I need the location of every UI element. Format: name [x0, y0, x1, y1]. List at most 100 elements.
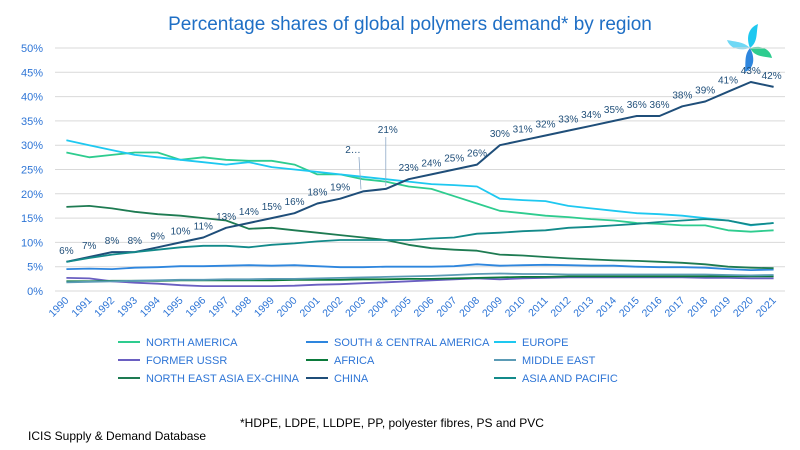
- data-label: 24%: [421, 158, 441, 169]
- x-tick-label: 2019: [708, 295, 733, 320]
- y-tick-label: 20%: [21, 189, 43, 201]
- y-tick-label: 15%: [21, 213, 43, 225]
- data-label: 23%: [399, 163, 419, 174]
- y-tick-label: 5%: [27, 262, 43, 274]
- y-tick-label: 25%: [21, 165, 43, 177]
- x-tick-label: 2007: [434, 295, 459, 320]
- x-tick-label: 2018: [685, 295, 710, 320]
- x-tick-label: 2020: [731, 295, 756, 320]
- data-label: 19%: [330, 183, 350, 194]
- x-tick-label: 2001: [297, 295, 322, 320]
- x-tick-label: 1999: [252, 295, 277, 320]
- x-axis: 1990199119921993199419951996199719981999…: [47, 295, 779, 320]
- x-tick-label: 2014: [594, 295, 619, 320]
- data-label: 25%: [444, 154, 464, 165]
- series-line-europe: [66, 139, 774, 227]
- x-tick-label: 2011: [526, 295, 551, 320]
- data-label: 2…: [345, 145, 361, 156]
- y-tick-label: 50%: [21, 43, 43, 55]
- legend: NORTH AMERICA SOUTH & CENTRAL AMERICA EURO…: [118, 337, 618, 385]
- series-line-north-america: [66, 151, 774, 233]
- series-line-former-ussr: [66, 276, 774, 288]
- x-tick-label: 1990: [47, 295, 72, 320]
- x-tick-label: 1995: [161, 295, 186, 320]
- series-line-asia-and-pacific: [66, 218, 774, 263]
- legend-entry: EUROPE: [522, 337, 568, 349]
- y-tick-label: 45%: [21, 67, 43, 79]
- data-label: 9%: [150, 231, 165, 242]
- legend-entry: CHINA: [334, 373, 369, 385]
- x-tick-label: 2010: [503, 295, 528, 320]
- data-label: 31%: [513, 124, 533, 135]
- pinwheel-logo-icon: [727, 24, 772, 72]
- x-tick-label: 1994: [138, 295, 163, 320]
- data-label: 38%: [672, 90, 692, 101]
- y-tick-label: 35%: [21, 116, 43, 128]
- footnote: *HDPE, LDPE, LLDPE, PP, polyester fibres…: [240, 416, 544, 430]
- legend-entry: ASIA AND PACIFIC: [522, 373, 618, 385]
- data-label: 14%: [239, 207, 259, 218]
- y-tick-label: 40%: [21, 92, 43, 104]
- legend-entry: FORMER USSR: [146, 355, 227, 367]
- y-axis: 0% 5% 10% 15% 20% 25% 30% 35% 40% 45% 50%: [21, 43, 43, 298]
- series-line-middle-east: [66, 272, 774, 284]
- legend-entry: AFRICA: [334, 355, 375, 367]
- x-tick-label: 1992: [92, 295, 117, 320]
- legend-entry: NORTH EAST ASIA EX-CHINA: [146, 373, 300, 385]
- data-label: 18%: [307, 188, 327, 199]
- data-label: 8%: [128, 236, 143, 247]
- data-label: 33%: [558, 115, 578, 126]
- series-line-south-central-america: [66, 263, 774, 272]
- data-label: 30%: [490, 129, 510, 140]
- source-note: ICIS Supply & Demand Database: [28, 429, 206, 443]
- x-tick-label: 2003: [343, 295, 368, 320]
- data-label: 16%: [285, 197, 305, 208]
- series-line-china: [66, 81, 774, 263]
- gridlines: [55, 47, 785, 292]
- x-tick-label: 2006: [412, 295, 437, 320]
- y-tick-label: 0%: [27, 286, 43, 298]
- x-tick-label: 1993: [115, 295, 140, 320]
- x-tick-label: 2008: [457, 295, 482, 320]
- x-tick-label: 2000: [275, 295, 300, 320]
- legend-entry: NORTH AMERICA: [146, 337, 238, 349]
- label-leader-line: [358, 156, 362, 190]
- data-label: 41%: [718, 76, 738, 87]
- data-label: 36%: [650, 100, 670, 111]
- x-tick-label: 2015: [617, 295, 642, 320]
- series-line-north-east-asia-ex-china: [66, 204, 774, 270]
- data-label: 7%: [82, 241, 97, 252]
- y-tick-label: 30%: [21, 140, 43, 152]
- data-label: 32%: [535, 119, 555, 130]
- x-tick-label: 2005: [389, 295, 414, 320]
- china-data-labels: 6% 7% 8% 8% 9% 10% 11%13% 14% 15% 16%18% 19% 2… 21% 2…: [59, 66, 782, 257]
- x-tick-label: 2002: [320, 295, 345, 320]
- data-label: 34%: [581, 110, 601, 121]
- series-lines: [66, 81, 774, 288]
- legend-entry: MIDDLE EAST: [522, 355, 596, 367]
- x-tick-label: 2009: [480, 295, 505, 320]
- data-label: 42%: [762, 71, 782, 82]
- y-tick-label: 10%: [21, 237, 43, 249]
- x-tick-label: 1997: [206, 295, 231, 320]
- data-label: 39%: [695, 85, 715, 96]
- x-tick-label: 2004: [366, 295, 391, 320]
- legend-entry: SOUTH & CENTRAL AMERICA: [334, 337, 490, 349]
- data-label: 8%: [105, 236, 120, 247]
- data-label: 15%: [262, 202, 282, 213]
- x-tick-label: 2013: [571, 295, 596, 320]
- x-tick-label: 2012: [548, 295, 573, 320]
- x-tick-label: 2016: [640, 295, 665, 320]
- x-tick-label: 1998: [229, 295, 254, 320]
- data-label: 26%: [467, 149, 487, 160]
- chart-title: Percentage shares of global polymers dem…: [168, 14, 652, 35]
- x-tick-label: 1996: [183, 295, 208, 320]
- data-label: 36%: [627, 100, 647, 111]
- data-label: 21%: [378, 125, 398, 136]
- data-label: 6%: [59, 246, 74, 257]
- x-tick-label: 2017: [662, 295, 687, 320]
- x-tick-label: 1991: [69, 295, 94, 320]
- x-tick-label: 2021: [754, 295, 779, 320]
- data-label: 35%: [604, 105, 624, 116]
